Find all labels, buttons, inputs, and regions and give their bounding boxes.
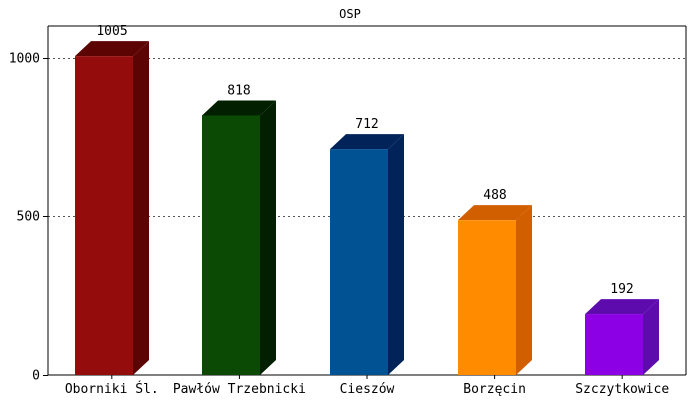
bar-side — [516, 205, 532, 375]
bar-top — [458, 205, 532, 221]
bar — [75, 41, 149, 376]
bar-side — [260, 100, 276, 375]
bars — [75, 41, 659, 376]
chart-title: OSP — [339, 7, 361, 21]
axes: 0 500 1000 — [9, 25, 687, 384]
bar-side — [388, 134, 404, 375]
y-tick-label: 1000 — [9, 52, 40, 67]
bar-front — [75, 56, 133, 376]
x-tick-label: Oborniki Śl. — [65, 381, 159, 397]
bar — [585, 299, 659, 375]
bar-front — [458, 220, 516, 375]
bar-side — [643, 299, 659, 375]
x-tick-label: Cieszów — [340, 382, 395, 397]
x-tick-label: Borzęcin — [463, 382, 526, 397]
x-tick-label: Pawłów Trzebnicki — [173, 382, 306, 397]
bar — [458, 205, 532, 375]
bar-top — [585, 299, 659, 315]
bar-side — [133, 41, 149, 376]
bar-front — [585, 314, 643, 375]
y-tick-label: 0 — [32, 369, 40, 384]
data-label: 192 — [610, 282, 633, 297]
data-label: 818 — [227, 83, 250, 98]
y-tick-label: 500 — [17, 210, 40, 225]
data-label: 1005 — [96, 24, 127, 39]
bar-front — [330, 149, 388, 375]
labels: 1005 Oborniki Śl. 818 Pawłów Trzebnicki 712 C… — [65, 24, 669, 397]
bar — [330, 134, 404, 375]
bar-front — [202, 115, 260, 375]
data-label: 488 — [483, 188, 506, 203]
bar-top — [75, 41, 149, 57]
grid-lines — [48, 58, 686, 217]
data-label: 712 — [355, 117, 378, 132]
bar — [202, 100, 276, 375]
x-tick-label: Szczytkowice — [575, 382, 669, 397]
bar-top — [330, 134, 404, 150]
bar-top — [202, 100, 276, 116]
